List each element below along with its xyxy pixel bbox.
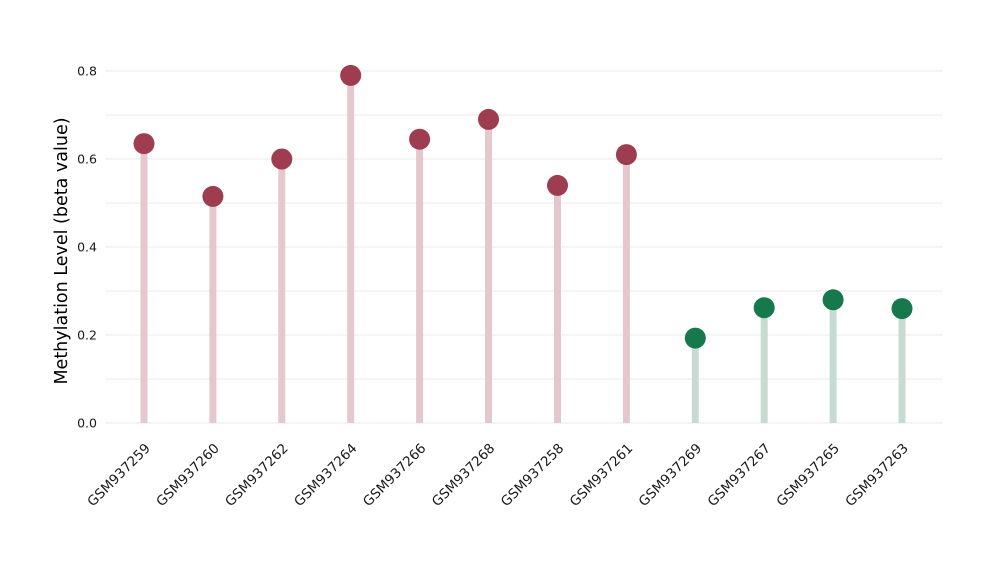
- lollipop-dot: [271, 148, 293, 170]
- lollipop-dot: [753, 297, 775, 319]
- lollipop-dot: [615, 144, 637, 166]
- x-tick-label: GSM937269: [636, 441, 705, 510]
- x-tick-label: GSM937259: [84, 441, 153, 510]
- lollipop-dot: [891, 298, 913, 320]
- x-tick-label: GSM937267: [705, 441, 774, 510]
- x-tick-label: GSM937264: [291, 441, 360, 510]
- x-tick-label: GSM937263: [842, 441, 911, 510]
- y-tick-label: 0.6: [77, 152, 97, 167]
- lollipop-dot: [202, 185, 224, 207]
- x-tick-label: GSM937261: [567, 441, 636, 510]
- x-tick-label: GSM937265: [773, 441, 842, 510]
- x-tick-label: GSM937262: [222, 441, 291, 510]
- lollipop-dot: [409, 128, 431, 150]
- lollipop-dot: [340, 64, 362, 86]
- y-axis-label: Methylation Level (beta value): [52, 117, 72, 384]
- x-tick-label: GSM937266: [360, 441, 429, 510]
- x-tick-label: GSM937260: [153, 441, 222, 510]
- y-tick-label: 0.2: [77, 328, 97, 343]
- lollipop-dot: [684, 327, 706, 349]
- lollipop-dot: [822, 289, 844, 311]
- y-tick-label: 0.8: [77, 64, 97, 79]
- lollipop-dot: [478, 108, 499, 130]
- y-tick-label: 0.0: [77, 416, 97, 431]
- x-tick-label: GSM937258: [498, 441, 567, 510]
- lollipop-dot: [133, 133, 155, 155]
- x-tick-label: GSM937268: [429, 441, 498, 510]
- y-tick-label: 0.4: [77, 240, 97, 255]
- lollipop-dot: [547, 174, 568, 196]
